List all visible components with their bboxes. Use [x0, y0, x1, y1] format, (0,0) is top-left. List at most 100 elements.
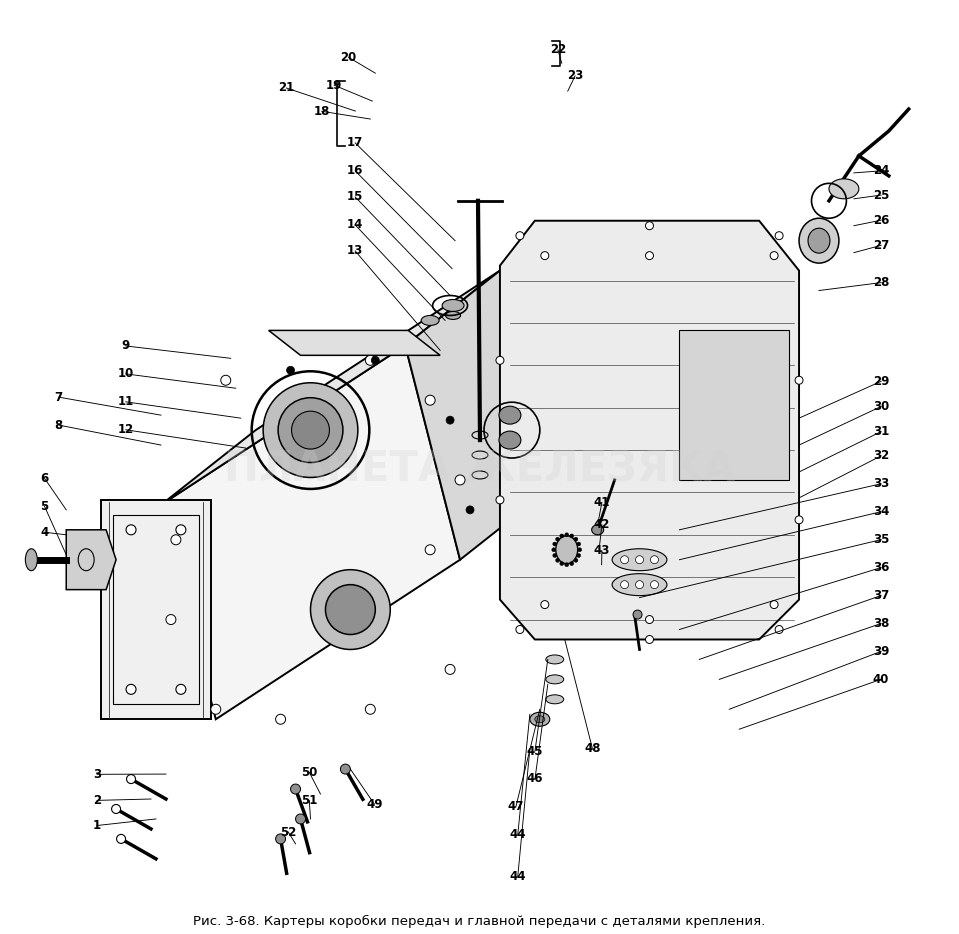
Circle shape	[221, 375, 231, 385]
Text: 13: 13	[347, 245, 363, 258]
Text: 22: 22	[550, 43, 566, 56]
Ellipse shape	[117, 834, 126, 843]
Circle shape	[365, 355, 375, 365]
Text: 25: 25	[873, 189, 889, 202]
Circle shape	[795, 516, 803, 524]
Ellipse shape	[555, 559, 559, 562]
Text: 46: 46	[526, 772, 543, 785]
Ellipse shape	[295, 814, 306, 824]
Ellipse shape	[263, 383, 358, 477]
Text: 43: 43	[594, 545, 610, 558]
Ellipse shape	[530, 713, 550, 727]
Polygon shape	[161, 271, 500, 505]
Text: 30: 30	[873, 400, 889, 413]
Ellipse shape	[560, 561, 564, 566]
Ellipse shape	[633, 610, 642, 619]
Text: 12: 12	[118, 423, 134, 436]
Ellipse shape	[573, 559, 578, 562]
Circle shape	[371, 357, 380, 364]
Circle shape	[275, 715, 286, 724]
Text: 18: 18	[314, 105, 330, 118]
Text: 40: 40	[873, 672, 889, 686]
Text: 27: 27	[873, 239, 889, 252]
Ellipse shape	[311, 570, 390, 649]
Circle shape	[775, 626, 784, 633]
Text: ПЛАНЕТА ЖЕЛЕЗЯКА: ПЛАНЕТА ЖЕЛЕЗЯКА	[223, 449, 736, 491]
Ellipse shape	[556, 536, 577, 564]
Text: 42: 42	[594, 518, 610, 531]
Circle shape	[516, 626, 524, 633]
Text: 8: 8	[55, 418, 63, 432]
Text: 36: 36	[873, 561, 889, 574]
Text: 3: 3	[93, 768, 101, 781]
Ellipse shape	[292, 411, 330, 449]
Ellipse shape	[499, 406, 521, 424]
Circle shape	[126, 525, 136, 535]
Circle shape	[425, 395, 435, 405]
Circle shape	[775, 232, 784, 240]
Text: 15: 15	[347, 191, 363, 204]
Text: 29: 29	[873, 375, 889, 388]
Ellipse shape	[499, 432, 521, 449]
Ellipse shape	[592, 525, 603, 535]
Circle shape	[620, 556, 628, 564]
Circle shape	[175, 685, 186, 694]
Ellipse shape	[325, 585, 375, 634]
Ellipse shape	[442, 300, 464, 311]
Text: 39: 39	[873, 644, 889, 658]
Text: 47: 47	[507, 800, 524, 814]
Ellipse shape	[546, 695, 564, 704]
Circle shape	[770, 601, 778, 609]
Text: 32: 32	[873, 449, 889, 462]
Text: 50: 50	[301, 766, 317, 779]
Polygon shape	[66, 530, 116, 589]
Text: 16: 16	[347, 164, 363, 177]
Ellipse shape	[565, 562, 569, 567]
Text: 4: 4	[40, 526, 49, 539]
Circle shape	[445, 664, 456, 674]
Text: 10: 10	[118, 367, 134, 380]
Circle shape	[516, 232, 524, 240]
Text: 28: 28	[873, 276, 889, 290]
Circle shape	[636, 556, 643, 564]
Ellipse shape	[275, 834, 286, 844]
Ellipse shape	[111, 804, 121, 814]
Circle shape	[620, 581, 628, 588]
Ellipse shape	[546, 675, 564, 684]
Polygon shape	[161, 346, 460, 719]
Circle shape	[126, 685, 136, 694]
Text: 19: 19	[326, 78, 342, 92]
Polygon shape	[101, 500, 211, 719]
Circle shape	[466, 506, 474, 514]
Circle shape	[541, 251, 549, 260]
Circle shape	[171, 535, 181, 545]
Ellipse shape	[446, 311, 460, 319]
Ellipse shape	[808, 228, 830, 253]
Text: Рис. 3-68. Картеры коробки передач и главной передачи с деталями крепления.: Рис. 3-68. Картеры коробки передач и гла…	[194, 914, 765, 927]
Text: 21: 21	[278, 81, 294, 94]
Ellipse shape	[570, 534, 573, 538]
Text: 2: 2	[93, 794, 101, 807]
Ellipse shape	[555, 537, 559, 541]
Text: 52: 52	[280, 826, 296, 839]
Text: 6: 6	[40, 472, 49, 485]
Ellipse shape	[291, 784, 300, 794]
Text: 51: 51	[301, 794, 317, 807]
Text: 35: 35	[873, 533, 889, 546]
Text: 33: 33	[873, 477, 889, 490]
Circle shape	[211, 704, 221, 715]
Ellipse shape	[278, 398, 343, 462]
Circle shape	[365, 704, 375, 715]
Text: 17: 17	[347, 136, 363, 149]
Circle shape	[496, 357, 503, 364]
Ellipse shape	[546, 655, 564, 664]
Text: 1: 1	[93, 819, 101, 832]
Text: 49: 49	[366, 798, 383, 811]
Text: 9: 9	[122, 339, 129, 352]
Text: 7: 7	[55, 390, 63, 403]
Ellipse shape	[25, 549, 37, 571]
Circle shape	[645, 251, 653, 260]
Ellipse shape	[565, 532, 569, 537]
Text: 37: 37	[873, 589, 889, 602]
Ellipse shape	[576, 542, 581, 546]
